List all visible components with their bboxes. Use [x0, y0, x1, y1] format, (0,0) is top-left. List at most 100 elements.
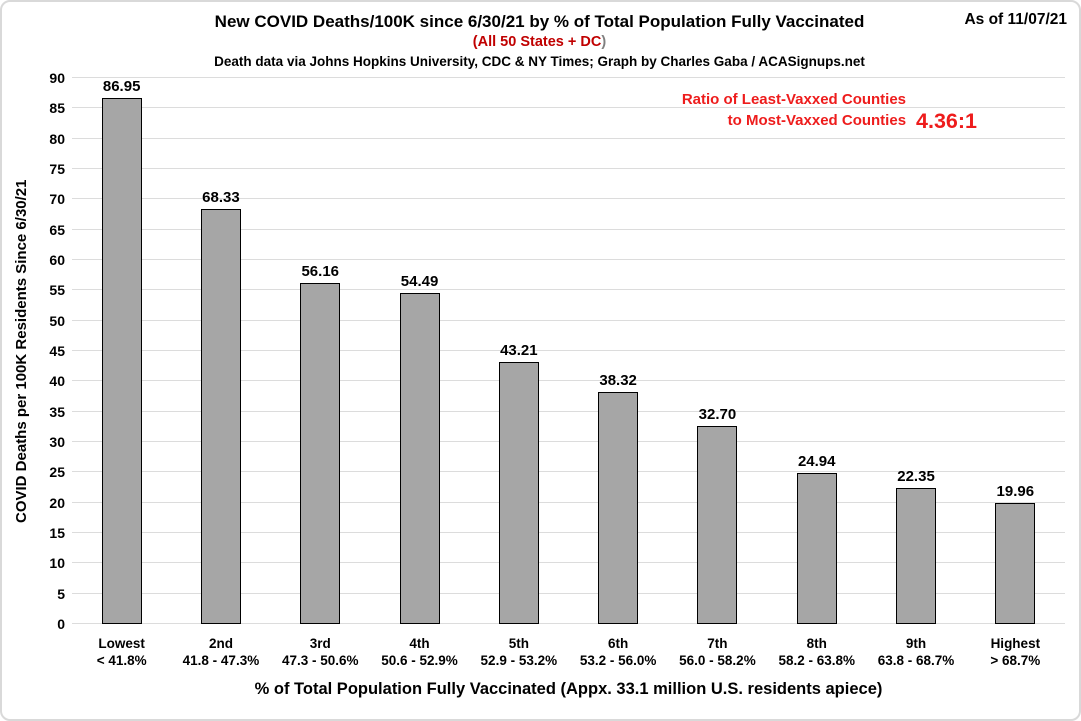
- gridline: [72, 350, 1065, 351]
- x-tick-range: 52.9 - 53.2%: [480, 653, 558, 668]
- gridline: [72, 623, 1065, 624]
- ratio-annotation-line1: Ratio of Least-Vaxxed Counties: [681, 91, 907, 108]
- gridline: [72, 77, 1065, 78]
- bar-slot: 43.21: [469, 78, 568, 624]
- bar-value-label: 19.96: [996, 482, 1035, 500]
- bar-value-label: 68.33: [202, 189, 240, 207]
- chart-area: COVID Deaths per 100K Residents Since 6/…: [10, 70, 1069, 700]
- y-tick-label: 65: [49, 221, 65, 238]
- bar-series: 86.95 68.33 56.16 54.49 43.21 38.32 32.70 24.94…: [72, 78, 1065, 624]
- gridline: [72, 532, 1065, 533]
- bar: [697, 425, 738, 624]
- y-tick-label: 35: [49, 403, 65, 420]
- y-tick-label: 55: [49, 282, 65, 299]
- bar: [896, 488, 937, 624]
- y-axis-ticks: 0 5 10 15 20 25 30 35 40 45 50 55 60 65 70 75 80 85 90: [36, 70, 72, 632]
- x-axis-labels: Lowest < 41.8% 2nd 41.8 - 47.3% 3rd 47.3 - 50…: [72, 635, 1065, 669]
- y-tick-label: 85: [49, 100, 65, 117]
- x-tick-ordinal: Lowest: [98, 636, 145, 651]
- x-tick-range: 47.3 - 50.6%: [281, 653, 359, 668]
- bar-slot: 19.96: [966, 78, 1065, 624]
- x-tick-range: > 68.7%: [990, 653, 1041, 668]
- x-tick-ordinal: 4th: [409, 636, 430, 651]
- x-tick-label: 9th 63.8 - 68.7%: [866, 635, 965, 669]
- x-tick-ordinal: 7th: [707, 636, 728, 651]
- gridline: [72, 471, 1065, 473]
- gridline: [72, 137, 1065, 139]
- y-tick-label: 15: [49, 525, 65, 542]
- x-tick-label: 8th 58.2 - 63.8%: [767, 635, 866, 669]
- bar-value-label: 32.70: [698, 405, 737, 423]
- x-tick-range: 50.6 - 52.9%: [381, 653, 458, 668]
- bar: [598, 391, 639, 624]
- bar-value-label: 54.49: [400, 273, 439, 291]
- x-tick-ordinal: 5th: [508, 636, 529, 651]
- x-tick-label: Lowest < 41.8%: [72, 635, 171, 669]
- plot-area: 86.95 68.33 56.16 54.49 43.21 38.32 32.70 24.94…: [72, 77, 1065, 624]
- bar-value-label: 38.32: [599, 371, 637, 389]
- gridline: [72, 289, 1065, 291]
- gridline: [72, 380, 1065, 382]
- x-tick-ordinal: 8th: [806, 636, 827, 651]
- bar-slot: 54.49: [370, 78, 469, 624]
- ratio-value: 4.36:1: [916, 109, 977, 133]
- bar: [399, 293, 440, 624]
- bar: [300, 283, 341, 624]
- x-tick-label: 5th 52.9 - 53.2%: [469, 635, 568, 669]
- ratio-annotation: Ratio of Least-Vaxxed Counties to Most-V…: [681, 89, 977, 133]
- gridline: [72, 107, 1065, 109]
- bar-value-label: 43.21: [500, 341, 538, 359]
- gridline: [72, 259, 1065, 260]
- bar-slot: 32.70: [668, 78, 767, 624]
- gridline: [72, 441, 1065, 442]
- y-tick-label: 60: [49, 252, 65, 269]
- x-tick-label: 6th 53.2 - 56.0%: [568, 635, 667, 669]
- subtitle-close-paren: ): [601, 34, 607, 50]
- as-of-date: As of 11/07/21: [964, 11, 1067, 28]
- bar: [995, 502, 1036, 624]
- bar: [498, 361, 539, 624]
- gridline: [72, 228, 1065, 230]
- y-tick-label: 70: [49, 191, 65, 208]
- x-tick-ordinal: 6th: [608, 636, 629, 651]
- bar-slot: 56.16: [271, 78, 370, 624]
- y-tick-label: 80: [49, 130, 65, 147]
- x-tick-range: 53.2 - 56.0%: [579, 653, 657, 668]
- bar: [796, 472, 837, 624]
- bar-value-label: 56.16: [301, 263, 340, 281]
- gridline: [72, 319, 1065, 321]
- gridline: [72, 562, 1065, 564]
- x-tick-ordinal: 3rd: [309, 636, 331, 651]
- x-tick-label: 4th 50.6 - 52.9%: [370, 635, 469, 669]
- y-tick-label: 90: [49, 70, 65, 86]
- bar-slot: 22.35: [866, 78, 965, 624]
- x-tick-range: 58.2 - 63.8%: [778, 653, 855, 668]
- x-axis-title: % of Total Population Fully Vaccinated (…: [254, 680, 883, 698]
- y-tick-label: 10: [49, 555, 65, 572]
- y-tick-label: 0: [57, 616, 65, 632]
- gridlines: [72, 77, 1065, 624]
- x-tick-ordinal: 2nd: [208, 636, 233, 651]
- credit-line: Death data via Johns Hopkins University,…: [214, 54, 865, 69]
- x-tick-ordinal: 9th: [905, 636, 927, 651]
- y-tick-label: 50: [49, 312, 65, 329]
- y-tick-label: 25: [49, 464, 65, 481]
- subtitle-red-text: (All 50 States + DC: [472, 34, 602, 50]
- x-tick-label: 2nd 41.8 - 47.3%: [171, 635, 270, 669]
- y-tick-label: 5: [57, 585, 65, 602]
- gridline: [72, 198, 1065, 200]
- bar-value-label: 22.35: [897, 468, 935, 486]
- x-tick-range: 56.0 - 58.2%: [679, 653, 756, 668]
- x-tick-label: 3rd 47.3 - 50.6%: [271, 635, 370, 669]
- y-tick-label: 45: [49, 343, 65, 359]
- bar-slot: 68.33: [171, 78, 270, 624]
- chart-subtitle: (All 50 States + DC): [10, 33, 1069, 52]
- x-tick-label: Highest > 68.7%: [966, 635, 1065, 669]
- gridline: [72, 410, 1065, 412]
- y-tick-label: 40: [49, 373, 65, 390]
- chart-title: New COVID Deaths/100K since 6/30/21 by %…: [214, 12, 865, 31]
- bar-value-label: 24.94: [797, 452, 836, 470]
- gridline: [72, 592, 1065, 594]
- y-tick-label: 20: [49, 494, 65, 511]
